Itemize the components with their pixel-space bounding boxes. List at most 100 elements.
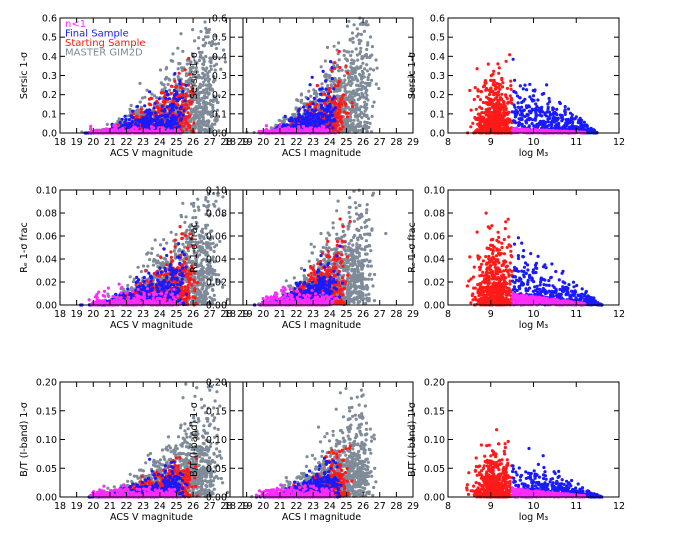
point-starting-sample [493,107,497,111]
point-starting-sample [473,86,477,90]
point-master-gim2d [140,96,145,100]
point-master-gim2d [211,106,215,110]
point-starting-sample [315,83,319,88]
x-tick-label: 25 [340,137,352,148]
point-master-gim2d [198,98,202,102]
point-master-gim2d [352,118,356,122]
point-final-sample [288,119,293,123]
point-n-1 [313,127,318,131]
point-master-gim2d [345,24,349,28]
point-master-gim2d [307,89,311,93]
point-starting-sample [339,102,343,106]
point-master-gim2d [199,125,203,129]
point-starting-sample [471,121,475,125]
point-master-gim2d [196,46,201,50]
point-master-gim2d [365,126,369,130]
point-master-gim2d [340,68,344,72]
x-axis-label: ACS V magnitude [110,148,193,159]
point-starting-sample [505,112,509,116]
point-starting-sample [323,92,327,96]
point-master-gim2d [362,75,366,79]
x-tick-label: 21 [104,137,116,148]
point-master-gim2d [346,96,350,100]
point-starting-sample [502,109,506,113]
point-starting-sample [339,127,343,131]
point-master-gim2d [337,58,341,62]
point-master-gim2d [354,111,358,115]
point-master-gim2d [349,61,353,65]
point-master-gim2d [342,53,346,58]
point-master-gim2d [353,126,358,131]
point-master-gim2d [364,23,368,27]
point-starting-sample [488,102,492,106]
point-starting-sample [475,128,479,132]
point-master-gim2d [364,53,368,58]
point-master-gim2d [204,123,208,128]
point-starting-sample [503,125,507,129]
point-master-gim2d [204,88,208,92]
point-master-gim2d [176,75,180,79]
point-master-gim2d [328,74,332,78]
point-master-gim2d [343,117,347,121]
point-master-gim2d [215,108,220,112]
point-master-gim2d [366,41,370,45]
x-tick-label: 26 [187,137,199,148]
point-starting-sample [336,83,340,87]
point-master-gim2d [363,100,367,104]
point-master-gim2d [197,58,201,63]
point-master-gim2d [366,81,370,86]
point-master-gim2d [193,107,197,111]
point-master-gim2d [365,129,369,133]
point-master-gim2d [360,55,364,59]
point-master-gim2d [207,41,211,45]
point-starting-sample [481,100,485,105]
point-master-gim2d [342,74,347,78]
point-final-sample [303,108,307,112]
panel-sersic-vmag: 18 19 20 21 22 23 24 25 26 27 28 290.00.10.20.30.40… [19,14,249,160]
point-starting-sample [498,83,502,87]
point-master-gim2d [207,82,211,86]
point-starting-sample [332,123,336,127]
point-starting-sample [509,84,513,88]
point-master-gim2d [145,88,149,92]
point-final-sample [332,87,336,91]
point-final-sample [160,122,164,126]
point-master-gim2d [213,68,217,72]
point-starting-sample [175,103,179,107]
point-starting-sample [483,118,487,122]
point-final-sample [320,113,324,117]
point-master-gim2d [375,66,379,70]
point-starting-sample [494,115,498,119]
point-final-sample [545,83,549,87]
legend-entry: MASTER GIM2D [65,48,143,59]
x-tick-label: 25 [170,137,182,148]
point-starting-sample [499,96,503,100]
point-master-gim2d [199,110,203,114]
point-n-1 [178,129,182,133]
point-master-gim2d [202,120,206,124]
point-master-gim2d [214,42,218,46]
point-master-gim2d [207,27,211,32]
point-starting-sample [482,84,487,88]
point-master-gim2d [365,114,369,119]
point-master-gim2d [371,104,375,108]
point-final-sample [172,88,176,93]
point-master-gim2d [348,79,352,83]
point-master-gim2d [360,116,364,120]
point-starting-sample [496,90,501,94]
point-starting-sample [484,110,488,114]
x-tick-label: 21 [274,137,286,148]
point-starting-sample [508,127,512,131]
point-master-gim2d [332,44,336,48]
point-master-gim2d [191,73,195,77]
point-master-gim2d [362,29,366,33]
point-master-gim2d [337,86,341,90]
point-master-gim2d [214,112,218,117]
point-master-gim2d [214,46,219,51]
point-final-sample [317,122,321,126]
point-final-sample [312,119,316,123]
point-master-gim2d [205,119,209,123]
point-starting-sample [492,112,496,116]
point-final-sample [175,91,179,96]
point-final-sample [308,121,312,125]
